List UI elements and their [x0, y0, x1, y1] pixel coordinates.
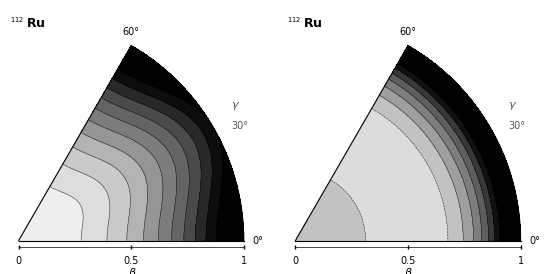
Text: 0: 0 — [16, 256, 22, 266]
Text: 0°: 0° — [529, 236, 541, 246]
Text: γ: γ — [231, 100, 238, 110]
Text: 1: 1 — [241, 256, 247, 266]
Text: $^{112}$: $^{112}$ — [287, 17, 301, 27]
Text: β: β — [405, 268, 412, 274]
Text: 60°: 60° — [400, 27, 416, 37]
Text: β: β — [128, 268, 135, 274]
Text: $\mathbf{Ru}$: $\mathbf{Ru}$ — [302, 17, 322, 30]
Text: $^{112}$: $^{112}$ — [10, 17, 24, 27]
Text: 30°: 30° — [508, 121, 526, 131]
Text: 0°: 0° — [253, 236, 264, 246]
Text: 60°: 60° — [123, 27, 140, 37]
Text: γ: γ — [508, 100, 515, 110]
Text: 1: 1 — [517, 256, 524, 266]
Text: 0: 0 — [292, 256, 299, 266]
Text: 0.5: 0.5 — [400, 256, 416, 266]
Text: 30°: 30° — [231, 121, 249, 131]
Text: 0.5: 0.5 — [124, 256, 139, 266]
Text: $\mathbf{Ru}$: $\mathbf{Ru}$ — [26, 17, 46, 30]
